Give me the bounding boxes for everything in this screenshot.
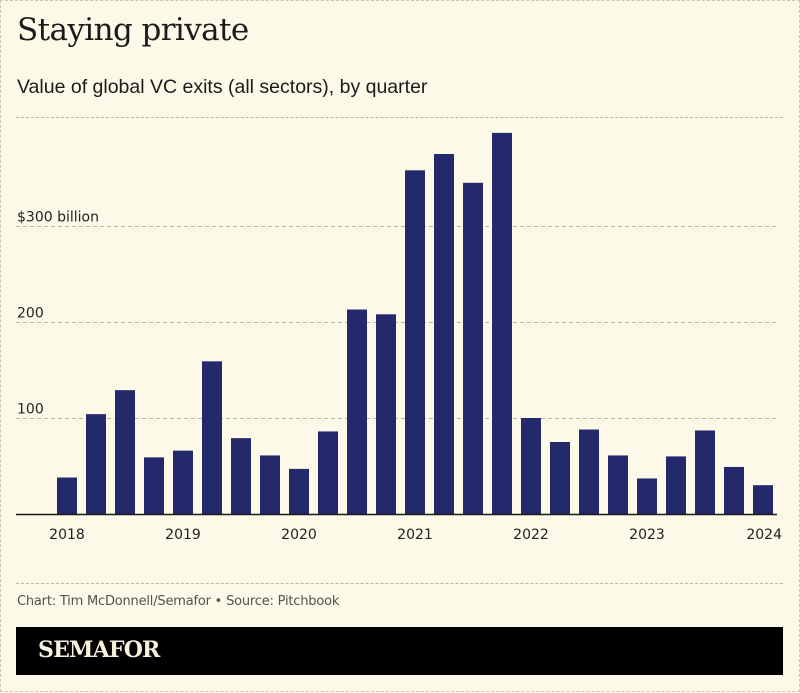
bar-2020-q4: 2020 Q4: 208: [376, 314, 396, 514]
y-axis-labels: 100 200 $300 billion: [17, 210, 99, 418]
source-credit: Chart: Tim McDonnell/Semafor • Source: P…: [17, 594, 340, 609]
bar-2020-q2: 2020 Q2: 86: [318, 431, 338, 514]
bar-2021-q3: 2021 Q3: 345: [463, 182, 483, 515]
top-separator: [16, 117, 783, 118]
bar-2019-q1: 2019 Q1: 66: [173, 450, 193, 514]
y-tick-label-300: $300 billion: [17, 210, 99, 226]
bar-2022-q4: 2022 Q4: 61: [608, 455, 628, 514]
brand-bar: SEMAFOR: [16, 627, 783, 675]
bar-2018-q4: 2018 Q4: 59: [144, 457, 164, 514]
x-tick-label-2020: 2020: [281, 527, 317, 543]
x-tick-label-2019: 2019: [165, 527, 201, 543]
chart-title: Staying private: [17, 12, 249, 48]
gridlines: [16, 226, 777, 419]
x-tick-label-2024: 2024: [746, 527, 782, 543]
x-tick-label-2022: 2022: [513, 527, 549, 543]
x-axis-labels: 2018 2019 2020 2021 2022 2023 2024: [49, 527, 782, 543]
bar-2021-q1: 2021 Q1: 358: [405, 170, 425, 514]
footer-separator: [16, 583, 783, 584]
bar-2023-q2: 2023 Q2: 60: [666, 456, 686, 514]
bar-2019-q3: 2019 Q3: 79: [231, 438, 251, 514]
y-tick-label-100: 100: [17, 402, 44, 418]
bar-2024-q1: 2024 Q1: 30: [753, 485, 773, 514]
chart-subtitle: Value of global VC exits (all sectors), …: [17, 76, 428, 98]
bar-2019-q2: 2019 Q2: 159: [202, 361, 222, 514]
x-tick-label-2018: 2018: [49, 527, 85, 543]
bar-2023-q3: 2023 Q3: 87: [695, 430, 715, 514]
bar-2022-q1: 2022 Q1: 100: [521, 418, 541, 514]
bar-2020-q1: 2020 Q1: 47: [289, 468, 309, 514]
bar-2023-q4: 2023 Q4: 49: [724, 466, 744, 514]
x-tick-label-2023: 2023: [629, 527, 665, 543]
bar-2018-q3: 2018 Q3: 129: [115, 390, 135, 514]
bar-2023-q1: 2023 Q1: 37: [637, 478, 657, 514]
bar-2018-q1: 2018 Q1: 38: [57, 477, 77, 514]
bar-2020-q3: 2020 Q3: 213: [347, 309, 367, 514]
bar-2021-q4: 2021 Q4: 397: [492, 132, 512, 514]
x-tick-label-2021: 2021: [397, 527, 433, 543]
bar-2018-q2: 2018 Q2: 104: [86, 414, 106, 514]
bars: 2018 Q1: 38 2018 Q2: 104 2018 Q3: 129 2018 …: [57, 132, 773, 515]
bar-2021-q2: 2021 Q2: 375: [434, 154, 454, 514]
bar-2022-q2: 2022 Q2: 75: [550, 442, 570, 514]
y-tick-label-200: 200: [17, 306, 44, 322]
semafor-logo: SEMAFOR: [38, 637, 160, 663]
bar-2022-q3: 2022 Q3: 88: [579, 429, 599, 514]
bar-2019-q4: 2019 Q4: 61: [260, 455, 280, 514]
